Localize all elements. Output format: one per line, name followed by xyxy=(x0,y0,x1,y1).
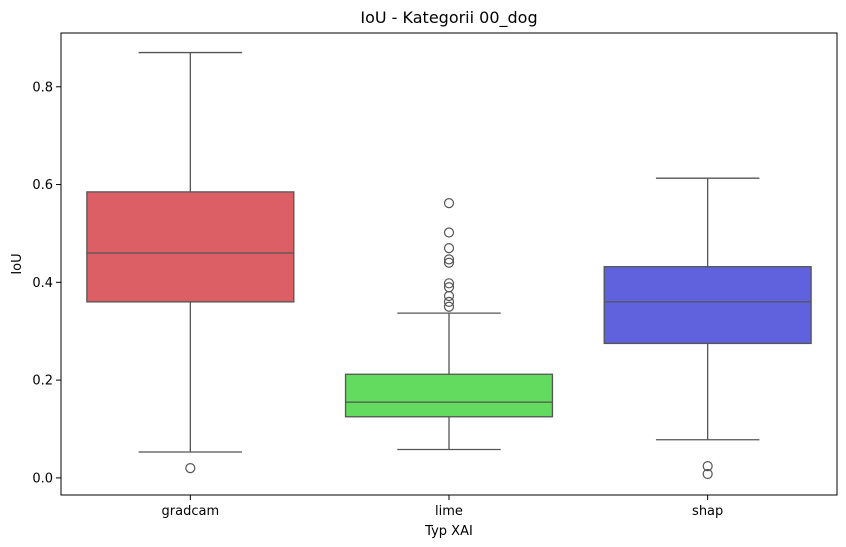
outlier-point xyxy=(443,296,455,307)
outlier-point xyxy=(443,198,455,209)
x-tick-label: lime xyxy=(435,504,463,519)
outlier-point xyxy=(702,468,713,480)
outlier-point xyxy=(702,461,713,472)
x-axis-label: Typ XAI xyxy=(424,524,473,539)
outlier-point xyxy=(443,282,455,293)
outlier-point xyxy=(443,257,455,268)
outlier-point xyxy=(443,254,455,265)
y-axis-label: IoU xyxy=(10,253,25,274)
iqr-box xyxy=(86,191,295,303)
y-tick-label: 0.4 xyxy=(32,276,53,291)
outlier-point xyxy=(443,227,455,238)
box-lime xyxy=(344,198,554,451)
y-axis: 0.0 0.2 0.4 0.6 0.8 xyxy=(32,80,61,486)
y-tick-label: 0.2 xyxy=(32,374,53,389)
outlier-point xyxy=(443,243,455,254)
y-tick-label: 0.6 xyxy=(32,178,53,193)
x-axis: gradcam lime shap xyxy=(162,495,723,519)
y-tick-label: 0.8 xyxy=(32,80,53,95)
y-tick-label: 0.0 xyxy=(32,471,53,486)
outlier-point xyxy=(443,278,455,289)
outlier-point xyxy=(185,463,196,474)
chart-title: IoU - Kategorii 00_dog xyxy=(360,8,537,28)
outlier-point xyxy=(443,301,455,312)
box-gradcam xyxy=(86,51,295,474)
iqr-box xyxy=(344,373,554,418)
plot-frame xyxy=(60,32,838,496)
box-shap xyxy=(603,177,812,480)
x-tick-label: gradcam xyxy=(162,504,220,519)
iqr-box xyxy=(603,266,812,345)
plot-area xyxy=(86,51,812,480)
x-tick-label: shap xyxy=(692,504,723,519)
